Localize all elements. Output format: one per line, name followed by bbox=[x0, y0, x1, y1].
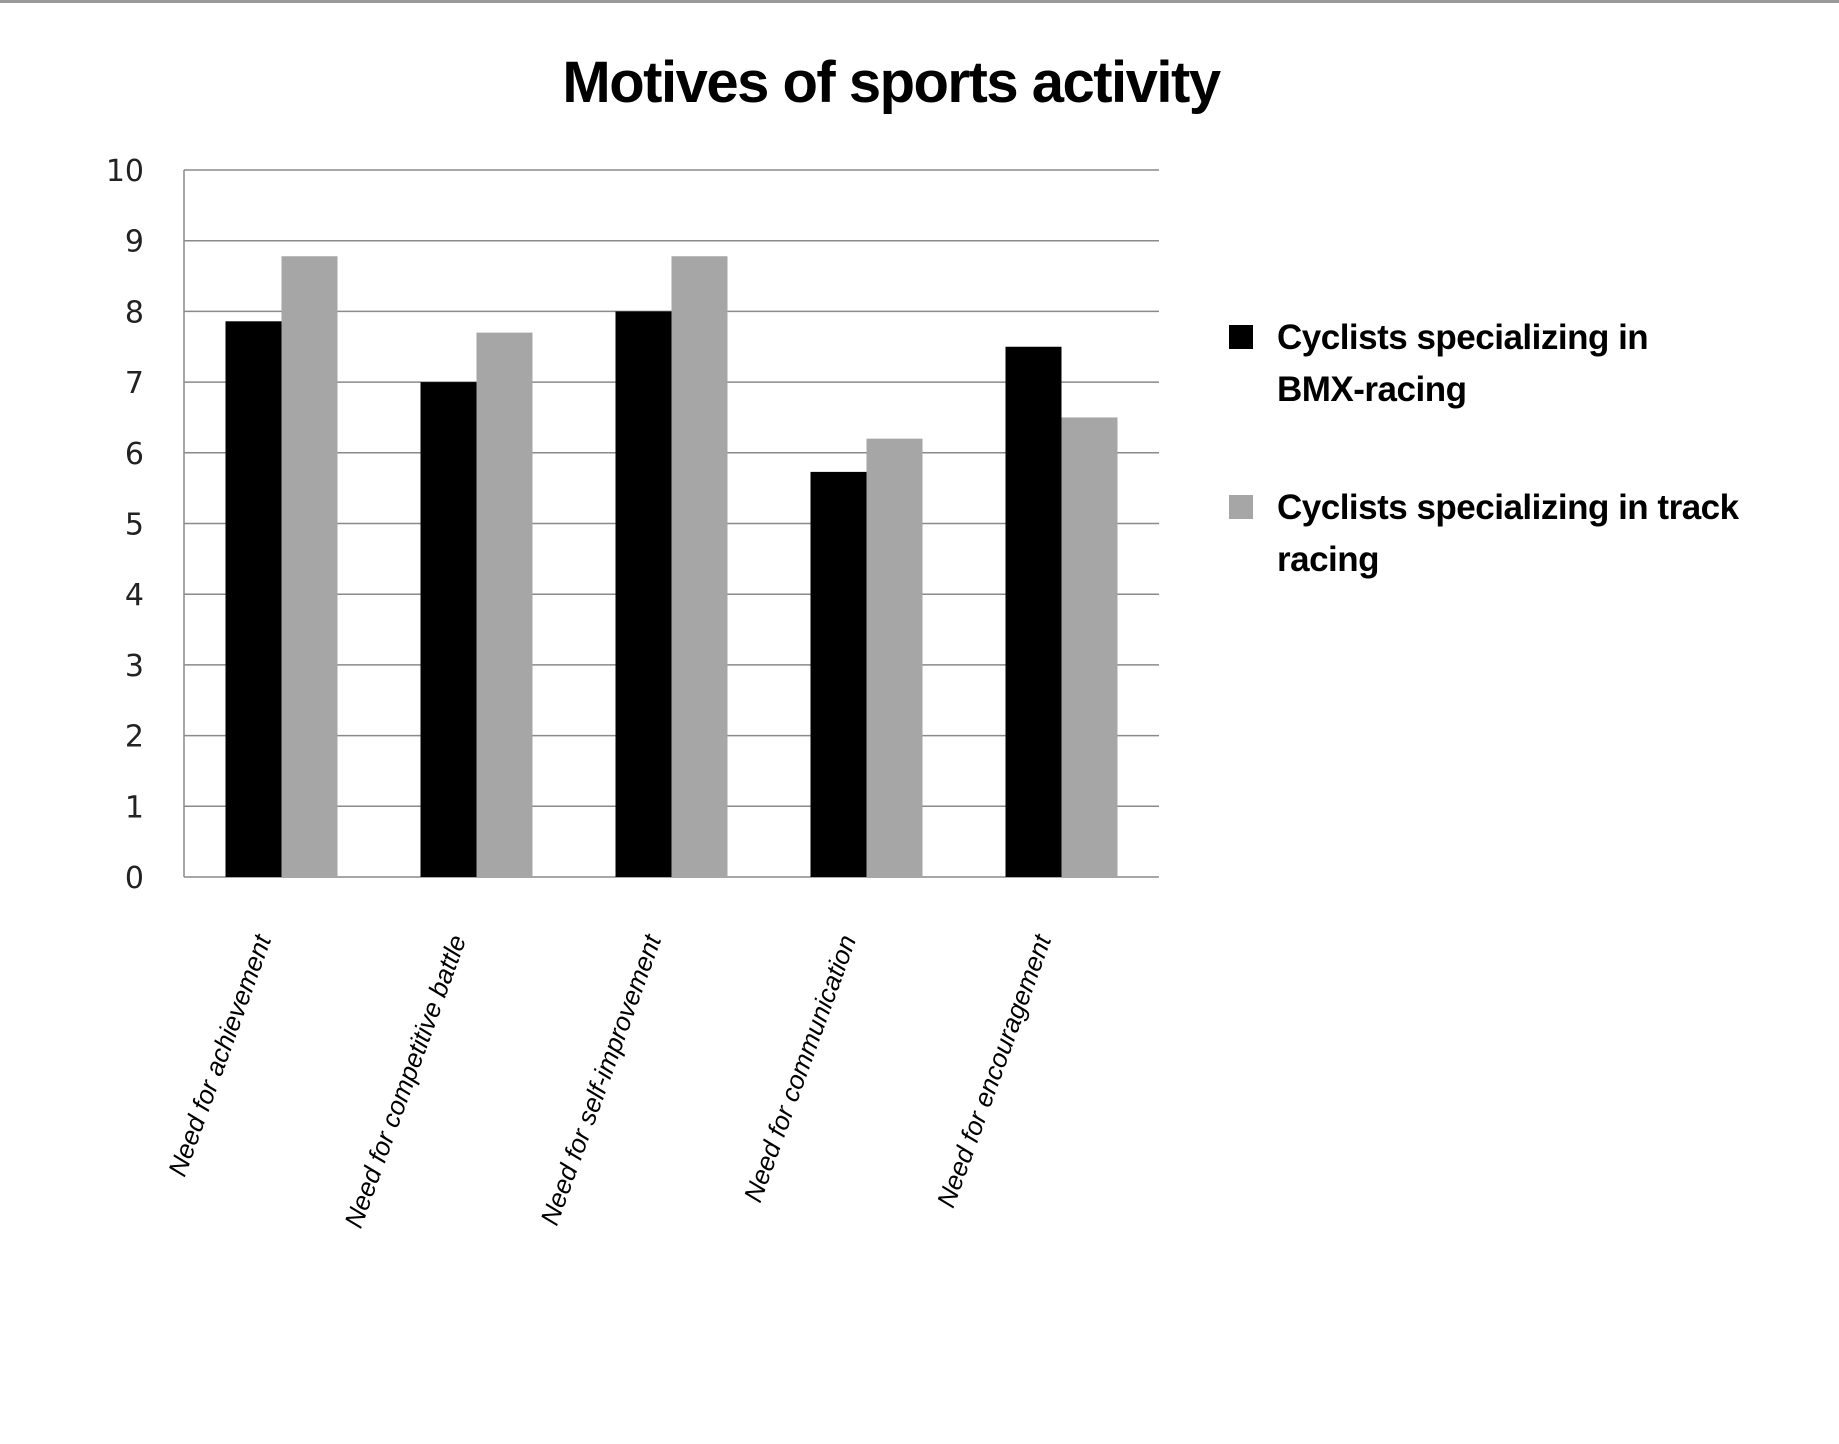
x-category-label: Need for self-improvement bbox=[534, 929, 668, 1229]
y-tick-label: 6 bbox=[125, 437, 144, 472]
bar-track bbox=[1061, 417, 1118, 877]
y-tick-label: 10 bbox=[106, 154, 144, 189]
bar-bmx bbox=[420, 382, 477, 877]
bar-track bbox=[671, 256, 728, 877]
x-category-label: Need for encouragement bbox=[931, 929, 1058, 1211]
y-tick-label: 9 bbox=[125, 225, 144, 260]
legend-label: BMX-racing bbox=[1277, 370, 1466, 409]
legend-swatch bbox=[1229, 495, 1253, 519]
x-category-label: Need for communication bbox=[738, 931, 863, 1206]
y-tick-label: 3 bbox=[125, 649, 144, 684]
legend-label: racing bbox=[1277, 540, 1379, 579]
bar-bmx bbox=[615, 311, 672, 877]
bar-bmx bbox=[810, 471, 867, 877]
x-category-label: Need for competitive battle bbox=[338, 931, 472, 1232]
legend-label: Cyclists specializing in track bbox=[1277, 488, 1740, 527]
y-tick-label: 5 bbox=[125, 508, 144, 543]
y-tick-label: 2 bbox=[125, 720, 144, 755]
y-tick-label: 7 bbox=[125, 366, 144, 401]
bar-track bbox=[866, 438, 923, 877]
y-tick-label: 0 bbox=[125, 861, 144, 896]
bar-track bbox=[281, 256, 338, 877]
x-category-label: Need for achievement bbox=[162, 929, 278, 1180]
bar-bmx bbox=[225, 321, 282, 878]
legend-label: Cyclists specializing in bbox=[1277, 318, 1648, 357]
y-tick-label: 1 bbox=[125, 790, 144, 825]
top-border bbox=[0, 0, 1839, 3]
legend-swatch bbox=[1229, 325, 1253, 349]
bar-track bbox=[476, 332, 533, 877]
bar-bmx bbox=[1005, 346, 1062, 877]
y-tick-label: 8 bbox=[125, 295, 144, 330]
y-tick-label: 4 bbox=[125, 578, 144, 613]
chart-title: Motives of sports activity bbox=[562, 50, 1220, 115]
